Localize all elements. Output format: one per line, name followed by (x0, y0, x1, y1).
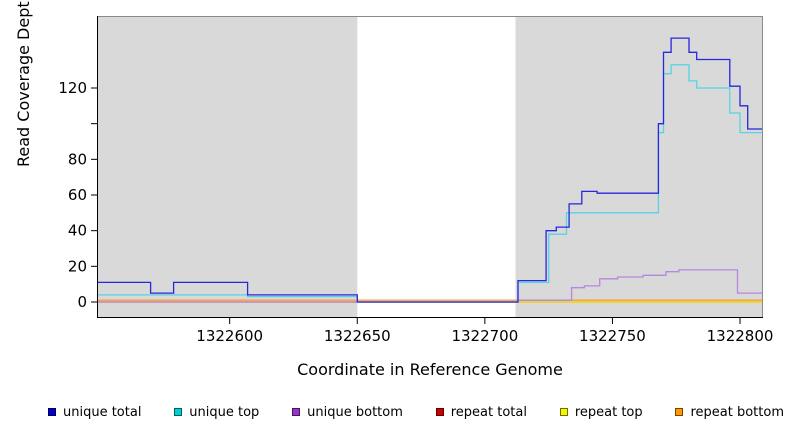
legend-item-unique-total: unique total (48, 405, 141, 420)
y-tick-label: 60 (68, 186, 87, 204)
x-tick-label: 1322800 (707, 327, 774, 345)
legend-swatch-repeat-top (559, 408, 568, 416)
legend-item-repeat-bottom: repeat bottom (675, 405, 784, 420)
legend-label: repeat top (574, 404, 643, 420)
x-tick-label: 1322700 (451, 327, 518, 345)
series-line-unique-bottom (97, 269, 763, 303)
legend-item-unique-top: unique top (174, 405, 259, 420)
x-tick-label: 1322650 (324, 327, 391, 345)
y-tick-label: 120 (58, 79, 87, 97)
legend-item-repeat-top: repeat top (559, 404, 643, 420)
y-tick-label: 80 (68, 150, 87, 168)
legend-swatch-repeat-total (435, 408, 444, 416)
legend-label: unique total (63, 404, 142, 420)
gap-region (357, 16, 516, 318)
legend-swatch-repeat-bottom (675, 408, 684, 416)
legend: unique total unique top unique bottom repea… (48, 400, 784, 424)
y-tick-label: 0 (77, 293, 87, 311)
legend-label: unique top (189, 404, 260, 420)
legend-swatch-unique-total (48, 408, 56, 416)
series-line-unique-total (97, 37, 763, 303)
legend-label: unique bottom (307, 404, 403, 420)
plot-area: 1322600 1322650 1322700 1322750 1322800 0 20 40… (58, 16, 774, 345)
legend-item-unique-bottom: unique bottom (292, 405, 403, 420)
x-axis-title: Coordinate in Reference Genome (297, 360, 563, 379)
y-tick-label: 20 (68, 257, 87, 275)
x-tick-label: 1322750 (579, 327, 646, 345)
y-tick-label: 40 (68, 222, 87, 240)
legend-swatch-unique-top (174, 408, 183, 416)
legend-label: repeat bottom (690, 404, 784, 420)
legend-label: repeat total (450, 404, 527, 420)
x-tick-label: 1322600 (196, 327, 263, 345)
legend-swatch-unique-bottom (292, 408, 301, 416)
legend-item-repeat-total: repeat total (435, 404, 527, 420)
